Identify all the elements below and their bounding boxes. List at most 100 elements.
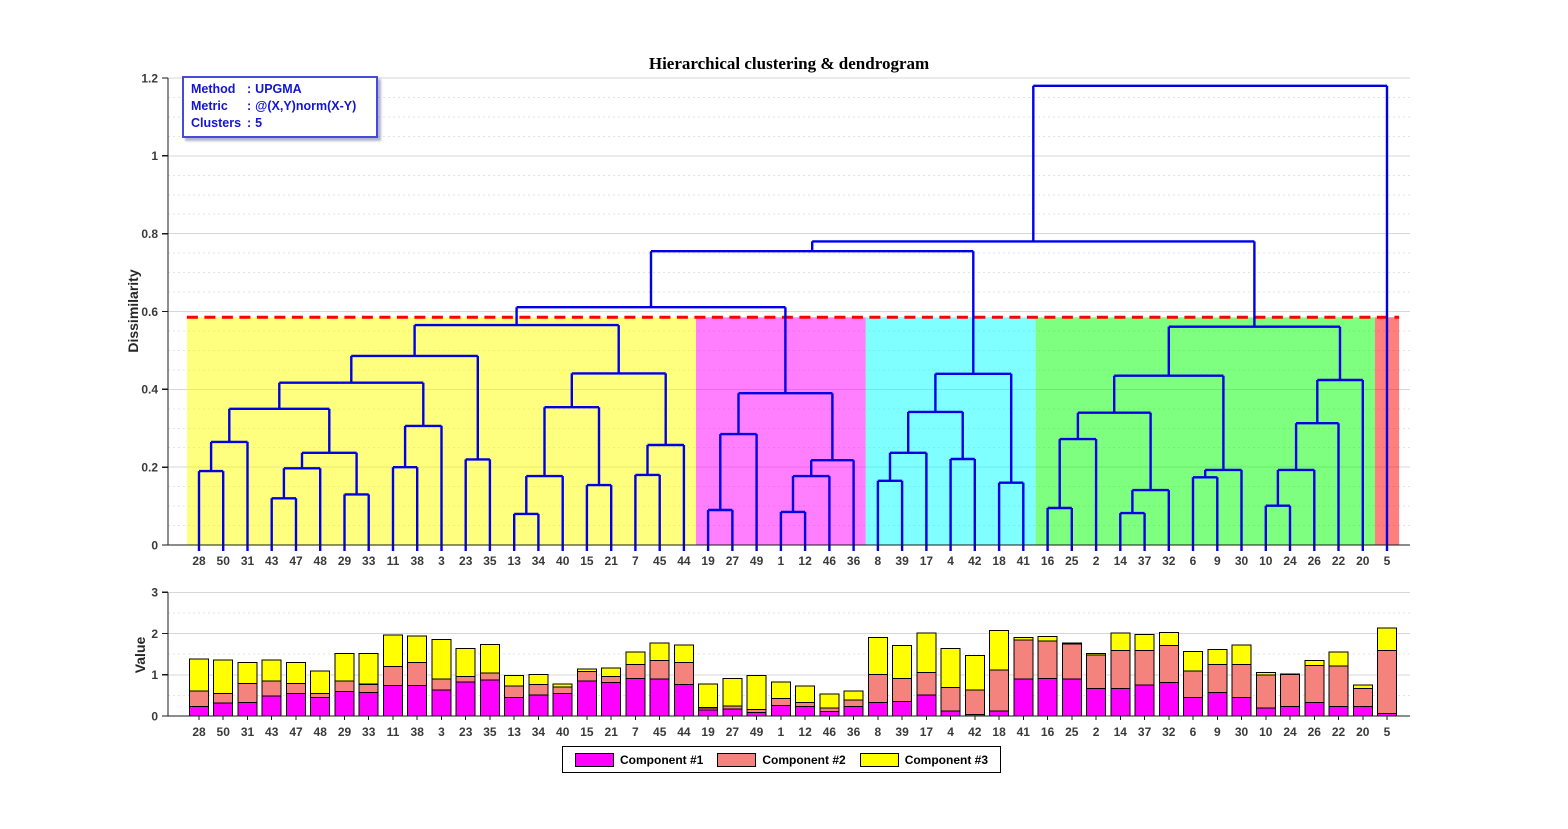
svg-text:19: 19 xyxy=(701,554,715,568)
svg-text:29: 29 xyxy=(338,554,352,568)
info-row-metric: Metric : @(X,Y)norm(X-Y) xyxy=(191,98,369,115)
info-label: Clusters xyxy=(191,116,242,130)
svg-text:26: 26 xyxy=(1308,725,1322,739)
svg-text:29: 29 xyxy=(338,725,352,739)
svg-text:9: 9 xyxy=(1214,554,1221,568)
info-box: Method : UPGMA Metric : @(X,Y)norm(X-Y) … xyxy=(182,76,378,138)
value-axis-label: Value xyxy=(132,636,148,674)
svg-text:32: 32 xyxy=(1162,554,1176,568)
svg-text:7: 7 xyxy=(632,554,639,568)
svg-text:32: 32 xyxy=(1162,725,1176,739)
svg-text:28: 28 xyxy=(192,554,206,568)
svg-text:1: 1 xyxy=(151,149,158,163)
svg-text:0.8: 0.8 xyxy=(141,227,158,241)
svg-text:41: 41 xyxy=(1017,554,1031,568)
svg-text:6: 6 xyxy=(1190,725,1197,739)
svg-text:1.2: 1.2 xyxy=(141,71,158,85)
svg-text:40: 40 xyxy=(556,725,570,739)
svg-text:44: 44 xyxy=(677,725,691,739)
svg-text:5: 5 xyxy=(1384,725,1391,739)
svg-text:43: 43 xyxy=(265,725,279,739)
svg-text:45: 45 xyxy=(653,725,667,739)
chart-title: Hierarchical clustering & dendrogram xyxy=(648,54,930,73)
svg-text:2: 2 xyxy=(151,627,158,641)
svg-text:37: 37 xyxy=(1138,554,1152,568)
legend-item-component-1: Component #1 xyxy=(575,752,704,767)
svg-text:0: 0 xyxy=(151,538,158,552)
svg-text:27: 27 xyxy=(726,725,740,739)
svg-text:13: 13 xyxy=(508,554,522,568)
svg-text:18: 18 xyxy=(992,725,1006,739)
legend-label: Component #1 xyxy=(620,752,704,767)
svg-text:42: 42 xyxy=(968,554,982,568)
svg-text:1: 1 xyxy=(778,725,785,739)
legend-item-component-2: Component #2 xyxy=(717,752,846,767)
svg-text:23: 23 xyxy=(459,725,473,739)
svg-text:24: 24 xyxy=(1283,725,1297,739)
svg-text:13: 13 xyxy=(508,725,522,739)
info-row-clusters: Clusters : 5 xyxy=(191,115,369,132)
svg-text:12: 12 xyxy=(798,554,812,568)
info-label: Method xyxy=(191,82,236,96)
svg-text:15: 15 xyxy=(580,554,594,568)
svg-text:20: 20 xyxy=(1356,725,1370,739)
svg-text:28: 28 xyxy=(192,725,206,739)
legend-swatch-component-1-icon xyxy=(575,752,614,767)
svg-text:50: 50 xyxy=(217,725,231,739)
svg-text:33: 33 xyxy=(362,554,376,568)
svg-text:22: 22 xyxy=(1332,725,1346,739)
svg-text:44: 44 xyxy=(677,554,691,568)
svg-text:24: 24 xyxy=(1283,554,1297,568)
svg-text:17: 17 xyxy=(920,725,934,739)
svg-text:34: 34 xyxy=(532,725,546,739)
svg-text:36: 36 xyxy=(847,554,861,568)
svg-text:47: 47 xyxy=(289,554,303,568)
svg-text:49: 49 xyxy=(750,725,764,739)
svg-text:43: 43 xyxy=(265,554,279,568)
svg-text:38: 38 xyxy=(411,554,425,568)
svg-text:2: 2 xyxy=(1093,725,1100,739)
legend: Component #1 Component #2 Component #3 xyxy=(562,746,1002,773)
svg-text:41: 41 xyxy=(1017,725,1031,739)
svg-text:10: 10 xyxy=(1259,725,1273,739)
svg-text:21: 21 xyxy=(605,725,619,739)
svg-text:14: 14 xyxy=(1114,725,1128,739)
svg-text:35: 35 xyxy=(483,725,497,739)
svg-text:1: 1 xyxy=(151,668,158,682)
svg-text:21: 21 xyxy=(605,554,619,568)
svg-text:33: 33 xyxy=(362,725,376,739)
svg-text:35: 35 xyxy=(483,554,497,568)
svg-text:8: 8 xyxy=(875,554,882,568)
info-value: @(X,Y)norm(X-Y) xyxy=(255,99,357,113)
svg-text:11: 11 xyxy=(387,554,400,568)
svg-text:17: 17 xyxy=(920,554,934,568)
svg-text:9: 9 xyxy=(1214,725,1221,739)
svg-text:31: 31 xyxy=(241,554,255,568)
svg-text:10: 10 xyxy=(1259,554,1273,568)
svg-text:39: 39 xyxy=(895,554,909,568)
svg-text:25: 25 xyxy=(1065,725,1079,739)
svg-text:15: 15 xyxy=(580,725,594,739)
svg-text:20: 20 xyxy=(1356,554,1370,568)
svg-text:36: 36 xyxy=(847,725,861,739)
svg-text:25: 25 xyxy=(1065,554,1079,568)
svg-text:50: 50 xyxy=(217,554,231,568)
svg-text:31: 31 xyxy=(241,725,255,739)
svg-text:3: 3 xyxy=(438,554,445,568)
svg-text:3: 3 xyxy=(438,725,445,739)
svg-text:46: 46 xyxy=(823,725,837,739)
info-row-method: Method : UPGMA xyxy=(191,81,369,98)
svg-text:18: 18 xyxy=(992,554,1006,568)
svg-text:14: 14 xyxy=(1114,554,1128,568)
svg-text:4: 4 xyxy=(947,725,954,739)
svg-text:40: 40 xyxy=(556,554,570,568)
svg-text:47: 47 xyxy=(289,725,303,739)
svg-text:46: 46 xyxy=(823,554,837,568)
svg-text:7: 7 xyxy=(632,725,639,739)
svg-text:0.4: 0.4 xyxy=(141,383,158,397)
svg-text:5: 5 xyxy=(1384,554,1391,568)
info-separator: : xyxy=(247,116,252,130)
legend-label: Component #2 xyxy=(762,752,846,767)
svg-text:39: 39 xyxy=(895,725,909,739)
